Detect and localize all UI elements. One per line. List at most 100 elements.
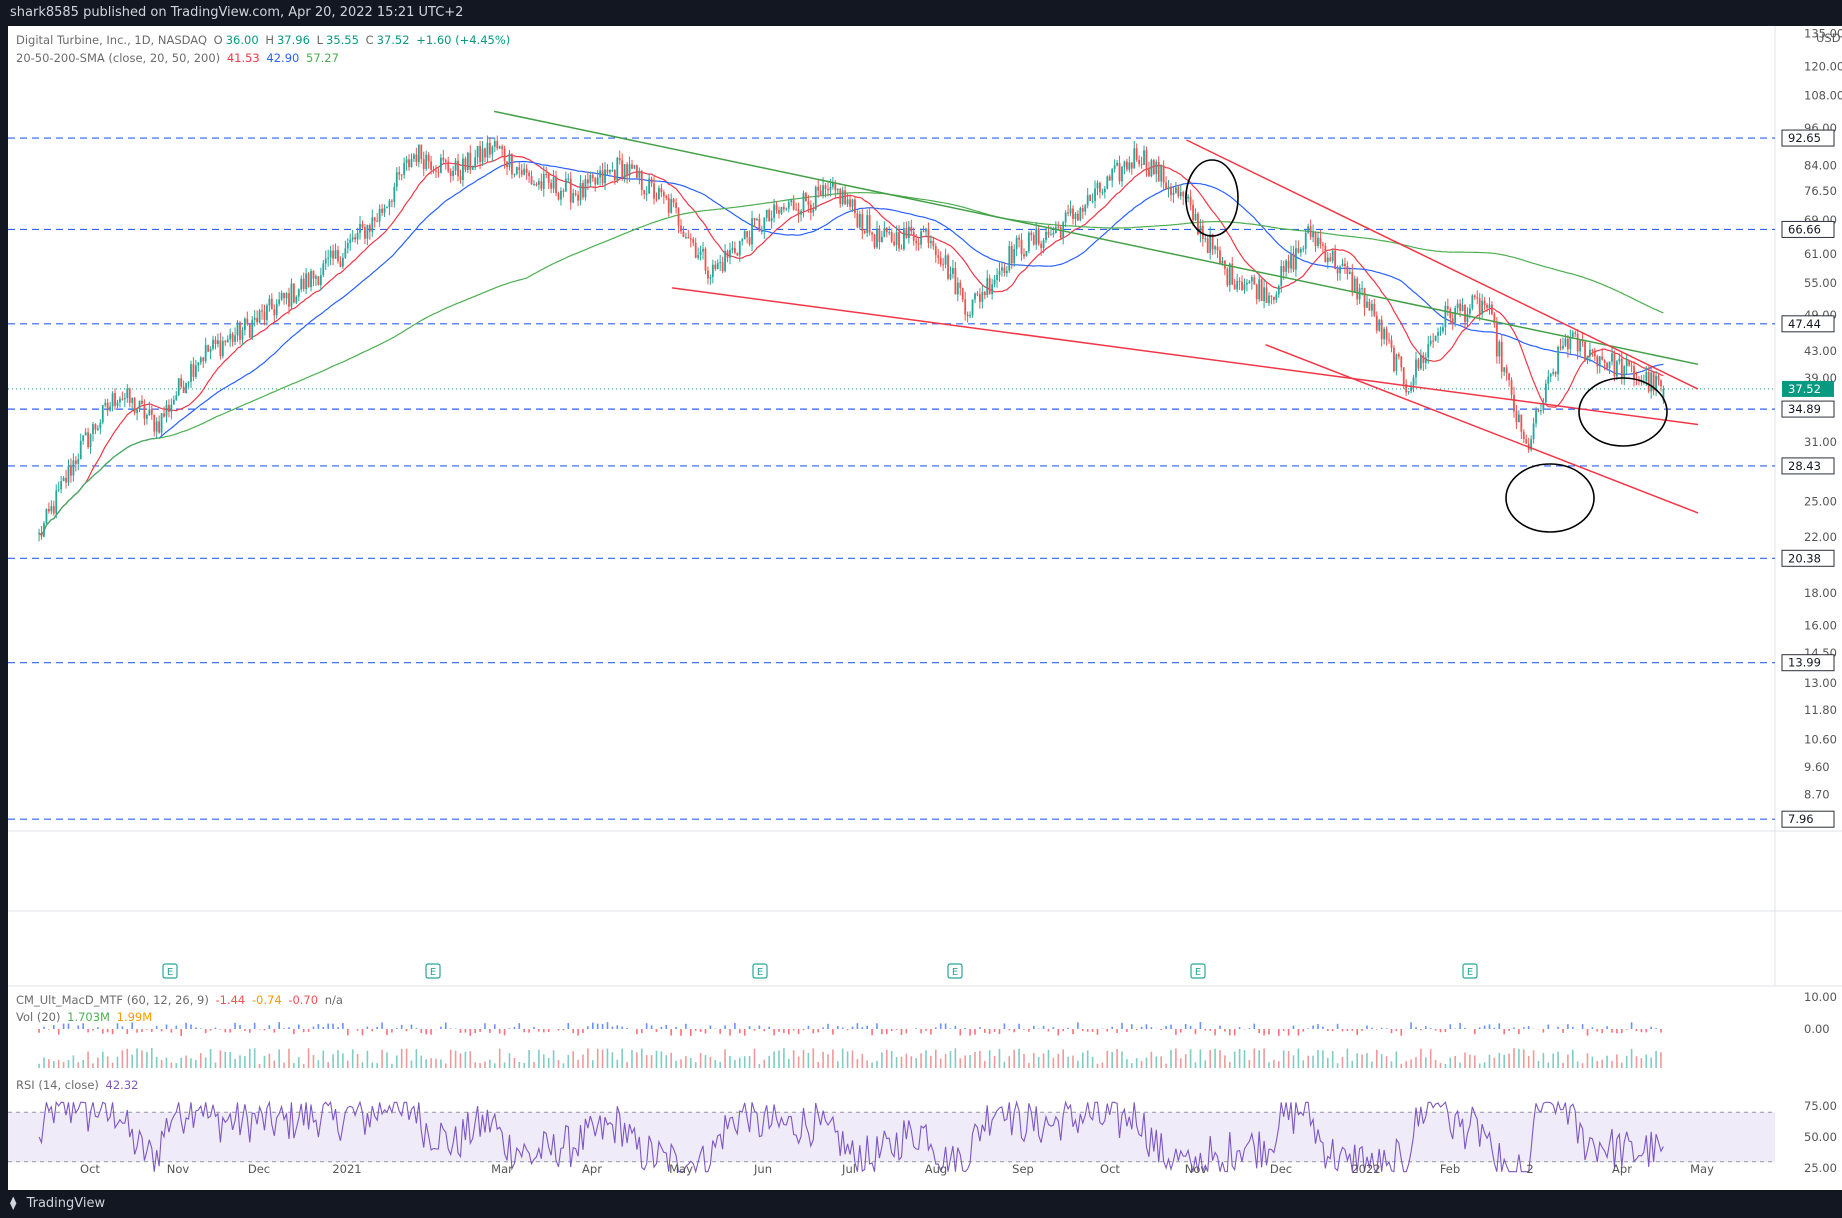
candle-body bbox=[1248, 281, 1251, 283]
candle-body bbox=[1346, 266, 1349, 274]
candle-body bbox=[214, 339, 217, 345]
macd-histogram-bar bbox=[1077, 1022, 1079, 1029]
volume-bar bbox=[1611, 1061, 1613, 1068]
candle-body bbox=[778, 210, 780, 214]
volume-bar bbox=[1557, 1051, 1559, 1068]
volume-bar bbox=[871, 1062, 873, 1068]
macd-histogram-bar bbox=[1449, 1024, 1452, 1029]
macd-histogram-bar bbox=[689, 1029, 692, 1036]
volume-bar bbox=[1449, 1057, 1452, 1068]
macd-histogram-bar bbox=[719, 1029, 721, 1034]
tradingview-logo-icon[interactable]: ⧫ bbox=[10, 1196, 17, 1211]
sma-layer bbox=[38, 154, 1664, 536]
candle-body bbox=[910, 226, 913, 232]
candle-body bbox=[920, 231, 922, 245]
macd-histogram-bar bbox=[1170, 1024, 1172, 1029]
candle-body bbox=[903, 227, 905, 249]
candle-body bbox=[856, 213, 859, 228]
candle-body bbox=[805, 193, 807, 202]
macd-histogram-bar bbox=[405, 1029, 408, 1032]
volume-bar bbox=[1160, 1056, 1162, 1068]
volume-bar bbox=[263, 1055, 266, 1068]
candle-body bbox=[312, 270, 315, 279]
y-tick-label: 25.00 bbox=[1804, 495, 1837, 509]
volume-bar bbox=[1508, 1053, 1510, 1068]
x-tick-label: Dec bbox=[1270, 1162, 1292, 1176]
candle-body bbox=[1542, 402, 1545, 411]
volume-bar bbox=[82, 1059, 84, 1068]
macd-histogram-bar bbox=[1067, 1027, 1069, 1029]
macd-histogram-bar bbox=[253, 1022, 256, 1029]
volume-bar bbox=[670, 1052, 672, 1068]
candle-body bbox=[1020, 239, 1023, 255]
volume-bar bbox=[342, 1053, 344, 1068]
candle-body bbox=[317, 276, 320, 286]
annotation-circle bbox=[1578, 377, 1668, 447]
candle-body bbox=[180, 378, 183, 387]
volume-bar bbox=[1214, 1048, 1216, 1068]
volume-bar bbox=[1258, 1050, 1260, 1068]
macd-histogram-bar bbox=[743, 1029, 746, 1036]
candle-body bbox=[288, 293, 290, 307]
volume-bar bbox=[1179, 1058, 1182, 1068]
candle-body bbox=[1547, 376, 1550, 384]
y-tick-label: 16.00 bbox=[1804, 618, 1837, 632]
candle-body bbox=[618, 157, 621, 161]
candle-body bbox=[577, 194, 579, 201]
macd-histogram-bar bbox=[366, 1026, 369, 1029]
volume-bar bbox=[1405, 1061, 1407, 1068]
candle-body bbox=[50, 506, 53, 512]
macd-histogram-bar bbox=[645, 1023, 648, 1029]
macd-histogram-bar bbox=[199, 1028, 202, 1029]
candle-body bbox=[880, 236, 883, 243]
volume-bar bbox=[934, 1049, 937, 1068]
volume-bar bbox=[52, 1061, 55, 1068]
macd-histogram-bar bbox=[1371, 1027, 1373, 1029]
candle-body bbox=[1351, 271, 1354, 293]
volume-bar bbox=[959, 1058, 962, 1068]
volume-bar bbox=[807, 1052, 810, 1068]
macd-histogram-bar bbox=[346, 1029, 349, 1036]
candle-body bbox=[1466, 313, 1469, 323]
macd-histogram-bar bbox=[611, 1026, 614, 1029]
candle-body bbox=[280, 292, 283, 300]
candle-body bbox=[1535, 410, 1537, 424]
macd-histogram-bar bbox=[1660, 1029, 1662, 1033]
candle-body bbox=[1299, 249, 1302, 253]
candle-body bbox=[724, 251, 726, 272]
candle-body bbox=[961, 288, 964, 300]
macd-histogram-bar bbox=[1302, 1029, 1305, 1032]
candle-body bbox=[55, 490, 58, 514]
candle-body bbox=[792, 200, 795, 210]
macd-histogram-bar bbox=[998, 1029, 1001, 1035]
macd-histogram-bar bbox=[636, 1029, 638, 1035]
legend-high: 37.96 bbox=[276, 33, 310, 47]
candle-body bbox=[947, 255, 949, 279]
candle-body bbox=[452, 170, 455, 176]
chart-background bbox=[8, 26, 1842, 1190]
candle-body bbox=[1089, 195, 1092, 201]
candle-body bbox=[893, 241, 896, 246]
candle-body bbox=[77, 459, 80, 464]
macd-histogram-bar bbox=[680, 1029, 682, 1036]
tradingview-brand[interactable]: TradingView bbox=[26, 1196, 106, 1211]
candle-body bbox=[515, 167, 518, 175]
macd-histogram-bar bbox=[503, 1029, 506, 1036]
macd-histogram-bar bbox=[180, 1029, 182, 1036]
candle-body bbox=[714, 264, 717, 270]
candle-body bbox=[1167, 186, 1170, 190]
macd-histogram-bar bbox=[1498, 1023, 1501, 1029]
candle-body bbox=[258, 310, 261, 323]
macd-histogram-bar bbox=[1527, 1026, 1530, 1029]
legend-close: 37.52 bbox=[376, 33, 410, 47]
candle-body bbox=[209, 348, 212, 352]
macd-histogram-bar bbox=[1233, 1029, 1236, 1036]
volume-bar bbox=[1243, 1050, 1246, 1068]
candle-body bbox=[371, 217, 374, 232]
volume-bar bbox=[165, 1057, 168, 1068]
candle-body bbox=[354, 237, 357, 240]
volume-bar bbox=[322, 1050, 325, 1068]
candle-body bbox=[1233, 284, 1236, 290]
volume-bar bbox=[1057, 1053, 1060, 1068]
